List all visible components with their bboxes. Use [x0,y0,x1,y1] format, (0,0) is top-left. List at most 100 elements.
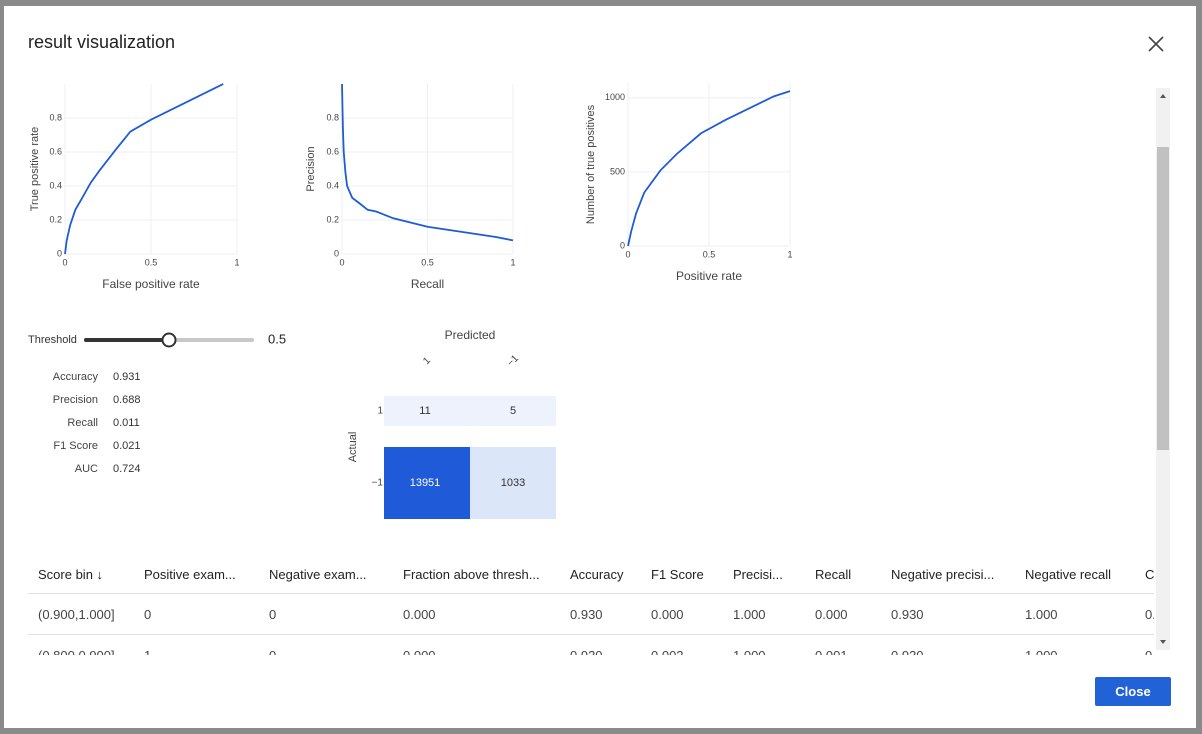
metric-value: 0.688 [113,394,141,406]
matrix-cell [470,396,556,426]
y-axis-title: Precision [305,146,317,191]
column-header: Negative precisi... [881,555,1015,594]
column-header: Positive exam... [134,555,259,594]
table-cell: 0.930 [560,634,641,655]
column-header: Accuracy [560,555,641,594]
matrix-cell [384,396,470,426]
x-axis-title: Recall [411,277,444,291]
metric-value: 0.021 [113,440,141,452]
table-cell: 0 [259,593,393,635]
metric-label: F1 Score [53,440,98,452]
x-tick-label: 0.5 [421,257,434,267]
y-tick-label: 0 [620,240,625,250]
column-header: F1 Score [641,555,723,594]
table-cell: 1.000 [723,593,805,635]
column-header: Recall [805,555,881,594]
slider-label: Threshold [28,334,77,346]
metric-label: Recall [67,417,98,429]
table-cell: (0.800,0.900] [28,634,134,655]
matrix-y-title: Actual [347,432,359,463]
scrollbar[interactable] [1156,88,1170,650]
table-container: Score bin ↓ Positive exam... Negative exam… [28,555,1154,655]
y-tick-label: 0.8 [326,112,339,122]
table-cell: 0.930 [881,593,1015,635]
matrix-row-label: 1 [377,406,383,417]
dialog: result visualization 0 0.5 1 0 0.2 0.4 0.6 0.8 F… [4,6,1196,728]
matrix-cell-value: 11 [419,405,430,417]
y-tick-label: 500 [610,166,625,176]
table-cell: 0.000 [805,593,881,635]
table-row: (0.800,0.900] 1 0 0.000 0.930 0.002 1.000 0.001… [28,634,1154,655]
y-tick-label: 0.4 [326,180,339,190]
y-tick-label: 0.6 [49,146,62,156]
table-row: (0.900,1.000] 0 0 0.000 0.930 0.000 1.000 0.000… [28,593,1154,635]
y-tick-label: 0.6 [326,146,339,156]
y-axis-title: Number of true positives [585,104,597,224]
line-series [64,83,224,255]
column-header: Fraction above thresh... [393,555,560,594]
matrix-cell [470,447,556,519]
metric-value: 0.724 [113,463,141,475]
column-header: Cumulative AUC [1135,555,1154,594]
y-tick-label: 1000 [605,92,625,102]
table-cell: 0.000 [393,593,560,635]
table-cell: 0.002 [641,634,723,655]
x-tick-label: 0.5 [703,249,716,259]
line-series [341,83,514,242]
matrix-row-label: −1 [372,478,384,489]
x-tick-label: 0 [339,257,344,267]
table-cell: 0.930 [881,634,1015,655]
table-cell: 0 [134,593,259,635]
slider-knob[interactable] [161,332,177,348]
x-tick-label: 0 [625,249,630,259]
table-cell: 0.000 [641,593,723,635]
table-cell: (0.900,1.000] [28,593,134,635]
matrix-x-title: Predicted [445,328,496,342]
y-tick-label: 0 [57,248,62,258]
table-cell: 1 [134,634,259,655]
matrix-cell-value: 5 [510,405,516,417]
column-header: Negative recall [1015,555,1135,594]
x-tick-label: 1 [510,257,515,267]
matrix-col-label: 1 [421,355,433,367]
table-cell: 0.001 [805,634,881,655]
line-series [627,90,791,247]
dialog-title: result visualization [28,32,176,52]
table-cell: 0.000 [393,634,560,655]
y-axis-title: True positive rate [29,127,41,212]
visualization: 0 0.5 1 0 0.2 0.4 0.6 0.8 False positive rate Tru… [28,83,793,519]
metric-label: Accuracy [53,371,99,383]
y-tick-label: 0.2 [49,214,62,224]
matrix-cell-value: 1033 [501,477,525,489]
matrix-cell [384,447,470,519]
column-header: Precisi... [723,555,805,594]
metric-value: 0.931 [113,371,141,383]
table-cell: 1.000 [1015,634,1135,655]
y-tick-label: 0.4 [49,180,62,190]
scroll-thumb[interactable] [1157,147,1169,450]
close-icon[interactable] [1146,34,1166,54]
table-cell: 0.930 [560,593,641,635]
slider-value: 0.5 [268,331,286,346]
table-cell: 0 [259,634,393,655]
x-tick-label: 0.5 [145,257,158,267]
close-button[interactable]: Close [1095,677,1171,706]
x-tick-label: 1 [787,249,792,259]
matrix-col-label: −1 [505,353,521,369]
table-cell: 1.000 [1015,593,1135,635]
x-tick-label: 1 [234,257,239,267]
table-cell: 0.000 [1135,634,1154,655]
x-tick-label: 0 [62,257,67,267]
table-cell: 0.000 [1135,593,1154,635]
metric-label: Precision [53,394,98,406]
header-row: Score bin ↓ Positive exam... Negative exam… [28,555,1154,594]
y-tick-label: 0.8 [49,112,62,122]
column-header: Negative exam... [259,555,393,594]
column-header[interactable]: Score bin ↓ [28,555,134,594]
y-tick-label: 0 [334,248,339,258]
matrix-cell-value: 13951 [410,477,441,489]
table-cell: 1.000 [723,634,805,655]
score-table: Score bin ↓ Positive exam... Negative exam… [28,555,1154,655]
metric-label: AUC [75,463,98,475]
